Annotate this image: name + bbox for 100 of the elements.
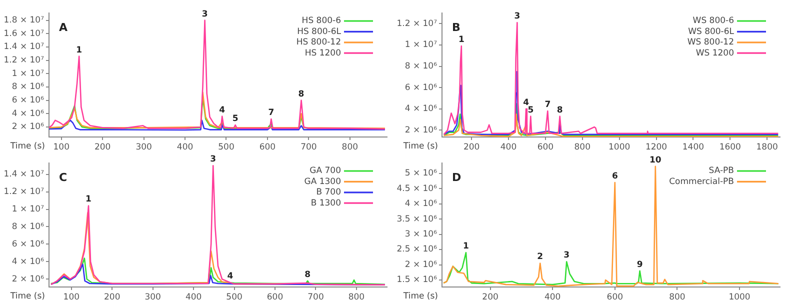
legend-label: WS 1200 bbox=[696, 48, 734, 58]
x-tick-label: 700 bbox=[300, 142, 317, 152]
x-tick-label: 100 bbox=[63, 292, 80, 301]
x-tick-label: 600 bbox=[266, 292, 284, 301]
x-tick-label: 1600 bbox=[719, 142, 741, 152]
text: D bbox=[452, 171, 462, 184]
x-tick-label: 800 bbox=[574, 142, 590, 152]
y-tick-label: 8 × 10⁶ bbox=[12, 82, 45, 92]
x-tick-label: 1800 bbox=[756, 142, 778, 152]
annotation: 1 bbox=[458, 34, 464, 45]
y-tick-label: 6 × 10⁶ bbox=[12, 239, 45, 250]
x-tick-label: 1000 bbox=[608, 142, 630, 152]
x-tick-label: 100 bbox=[53, 142, 70, 152]
x-tick-label: 500 bbox=[226, 292, 242, 301]
y-tick-label: 1.2 × 10⁷ bbox=[4, 187, 45, 198]
y-tick-label: 1.8 × 10⁷ bbox=[4, 16, 45, 26]
x-tick-label: 400 bbox=[185, 292, 202, 301]
x-tick-label: 200 bbox=[482, 292, 498, 301]
legend-label: GA 700 bbox=[310, 166, 341, 176]
legend-label: WS 800-6 bbox=[692, 16, 734, 26]
y-tick-label: 4 × 10⁶ bbox=[12, 256, 45, 267]
legend-label: HS 800-12 bbox=[296, 38, 341, 48]
annotation: 4 bbox=[523, 98, 530, 108]
annotation: 7 bbox=[268, 108, 274, 118]
x-tick-label: 400 bbox=[176, 142, 194, 152]
y-tick-label: 6 × 10⁶ bbox=[12, 96, 45, 106]
x-tick-label: 800 bbox=[669, 292, 686, 301]
x-tick-label: 1400 bbox=[682, 142, 704, 152]
y-tick-label: 4 × 10⁶ bbox=[404, 104, 438, 114]
annotation: 6 bbox=[612, 171, 618, 182]
x-tick-label: 200 bbox=[104, 292, 120, 301]
y-tick-label: 3.5 × 10⁶ bbox=[396, 214, 438, 224]
y-tick-label: 1.5 × 10⁶ bbox=[396, 275, 438, 286]
annotation: 7 bbox=[544, 100, 551, 110]
x-tick-label: 600 bbox=[606, 292, 624, 301]
legend-label: WS 800-6L bbox=[688, 26, 734, 37]
x-axis-title: Time (s) bbox=[9, 291, 45, 301]
x-tick-label: 800 bbox=[348, 292, 365, 301]
y-tick-label: 1 × 10⁷ bbox=[12, 204, 45, 214]
legend-label: HS 1200 bbox=[304, 48, 341, 58]
annotation: 10 bbox=[649, 155, 662, 166]
annotation: 8 bbox=[298, 89, 304, 100]
legend-label: B 1300 bbox=[310, 198, 341, 208]
y-tick-label: 3 × 10⁶ bbox=[404, 229, 438, 240]
legend-label: HS 800-6 bbox=[302, 16, 341, 26]
x-tick-label: 600 bbox=[537, 142, 554, 152]
x-tick-label: 1200 bbox=[645, 142, 668, 152]
annotation: 1 bbox=[76, 45, 82, 56]
x-tick-label: 200 bbox=[94, 142, 111, 152]
x-axis-title: Time (s) bbox=[402, 291, 438, 301]
x-tick-label: 500 bbox=[218, 142, 234, 152]
y-tick-label: 6 × 10⁶ bbox=[404, 82, 438, 93]
legend-label: Commercial-PB bbox=[669, 176, 734, 187]
x-axis-title: Time (s) bbox=[9, 141, 45, 152]
x-tick-label: 600 bbox=[259, 142, 276, 152]
x-tick-label: 300 bbox=[136, 142, 152, 152]
y-tick-label: 2.5 × 10⁶ bbox=[396, 244, 438, 255]
y-tick-label: 4 × 10⁶ bbox=[404, 199, 438, 210]
legend-label: B 700 bbox=[316, 188, 341, 198]
text: A bbox=[59, 21, 68, 34]
annotation: 3 bbox=[514, 12, 520, 22]
annotation: 4 bbox=[219, 105, 226, 116]
annotation: 3 bbox=[564, 250, 570, 261]
y-tick-label: 4 × 10⁶ bbox=[12, 108, 45, 119]
y-tick-label: 8 × 10⁶ bbox=[404, 61, 438, 72]
y-tick-label: 1 × 10⁷ bbox=[404, 40, 438, 50]
x-tick-label: 700 bbox=[308, 292, 324, 301]
y-tick-label: 5 × 10⁶ bbox=[404, 168, 438, 179]
text: B bbox=[452, 21, 460, 34]
annotation: 5 bbox=[232, 114, 238, 124]
annotation: 1 bbox=[463, 242, 470, 252]
x-tick-label: 800 bbox=[342, 142, 358, 152]
annotation: 4 bbox=[227, 272, 234, 282]
x-tick-label: 400 bbox=[500, 142, 517, 152]
x-tick-label: 300 bbox=[144, 292, 161, 301]
x-tick-label: 200 bbox=[463, 142, 480, 152]
y-tick-label: 1.6 × 10⁷ bbox=[4, 28, 45, 39]
legend-label: HS 800-6L bbox=[297, 26, 342, 37]
y-tick-label: 2 × 10⁶ bbox=[404, 125, 438, 136]
legend-label: GA 1300 bbox=[304, 176, 341, 187]
annotation: 8 bbox=[556, 105, 563, 116]
x-axis-title: Time (s) bbox=[402, 141, 438, 152]
y-tick-label: 1.4 × 10⁷ bbox=[4, 170, 45, 180]
y-tick-label: 1.2 × 10⁷ bbox=[396, 18, 438, 29]
x-tick-label: 400 bbox=[544, 292, 561, 301]
y-tick-label: 1 × 10⁷ bbox=[12, 68, 45, 79]
annotation: 1 bbox=[86, 194, 92, 205]
legend-label: SA-PB bbox=[708, 166, 734, 176]
y-tick-label: 8 × 10⁶ bbox=[12, 222, 45, 232]
y-tick-label: 1.2 × 10⁷ bbox=[4, 56, 45, 66]
legend-label: WS 800-12 bbox=[687, 38, 734, 48]
y-tick-label: 4.5 × 10⁶ bbox=[396, 184, 438, 194]
annotation: 9 bbox=[636, 260, 643, 270]
y-tick-label: 2 × 10⁶ bbox=[12, 122, 45, 132]
y-tick-label: 2 × 10⁶ bbox=[404, 260, 438, 270]
annotation: 2 bbox=[537, 252, 544, 262]
y-tick-label: 1.4 × 10⁷ bbox=[4, 42, 45, 52]
annotation: 3 bbox=[202, 9, 208, 20]
y-tick-label: 2 × 10⁶ bbox=[12, 274, 45, 284]
text: C bbox=[59, 171, 68, 184]
